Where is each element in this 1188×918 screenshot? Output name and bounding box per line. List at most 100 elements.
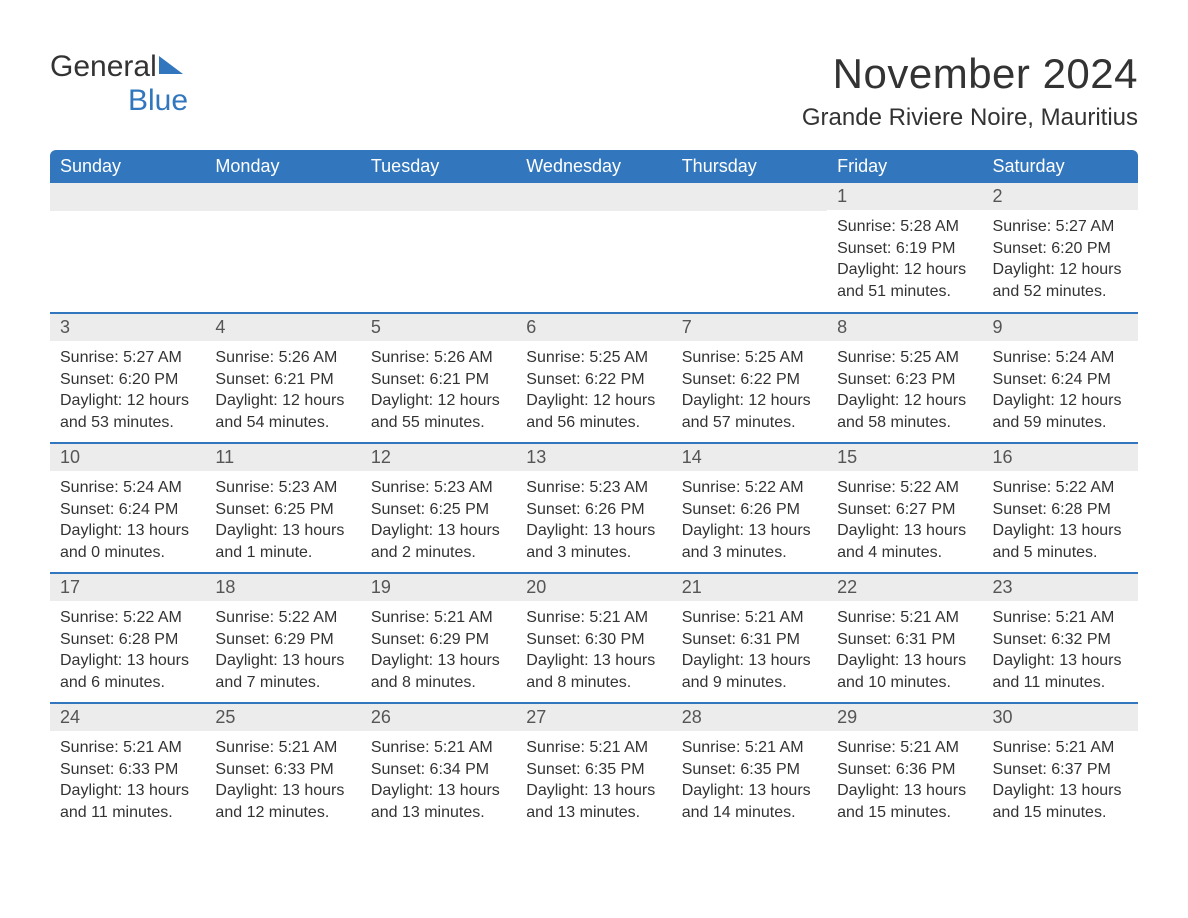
month-title: November 2024 (802, 50, 1138, 98)
daylight-text: Daylight: 13 hours and 14 minutes. (682, 780, 817, 823)
sunset-text: Sunset: 6:26 PM (526, 499, 661, 521)
day-number: 30 (983, 704, 1138, 731)
day-number: 9 (983, 314, 1138, 341)
sunrise-text: Sunrise: 5:25 AM (526, 347, 661, 369)
day-details: Sunrise: 5:24 AMSunset: 6:24 PMDaylight:… (983, 341, 1138, 439)
daylight-text: Daylight: 13 hours and 13 minutes. (526, 780, 661, 823)
sunset-text: Sunset: 6:29 PM (215, 629, 350, 651)
day-number: 16 (983, 444, 1138, 471)
day-number: 12 (361, 444, 516, 471)
day-details: Sunrise: 5:21 AMSunset: 6:30 PMDaylight:… (516, 601, 671, 699)
calendar-day-cell: 11Sunrise: 5:23 AMSunset: 6:25 PMDayligh… (205, 443, 360, 573)
calendar-week-row: 24Sunrise: 5:21 AMSunset: 6:33 PMDayligh… (50, 703, 1138, 833)
sunset-text: Sunset: 6:32 PM (993, 629, 1128, 651)
day-number: 26 (361, 704, 516, 731)
calendar-day-cell: 23Sunrise: 5:21 AMSunset: 6:32 PMDayligh… (983, 573, 1138, 703)
day-details: Sunrise: 5:21 AMSunset: 6:36 PMDaylight:… (827, 731, 982, 829)
sunrise-text: Sunrise: 5:21 AM (526, 607, 661, 629)
sunrise-text: Sunrise: 5:21 AM (837, 737, 972, 759)
calendar-day-cell: 9Sunrise: 5:24 AMSunset: 6:24 PMDaylight… (983, 313, 1138, 443)
calendar-week-row: 17Sunrise: 5:22 AMSunset: 6:28 PMDayligh… (50, 573, 1138, 703)
calendar-day-cell: 24Sunrise: 5:21 AMSunset: 6:33 PMDayligh… (50, 703, 205, 833)
calendar-day-cell: 8Sunrise: 5:25 AMSunset: 6:23 PMDaylight… (827, 313, 982, 443)
calendar-day-cell: 30Sunrise: 5:21 AMSunset: 6:37 PMDayligh… (983, 703, 1138, 833)
brand-part1: General (50, 50, 157, 83)
sunset-text: Sunset: 6:37 PM (993, 759, 1128, 781)
day-number: 17 (50, 574, 205, 601)
day-details: Sunrise: 5:22 AMSunset: 6:28 PMDaylight:… (983, 471, 1138, 569)
calendar-week-row: 3Sunrise: 5:27 AMSunset: 6:20 PMDaylight… (50, 313, 1138, 443)
sunset-text: Sunset: 6:24 PM (993, 369, 1128, 391)
day-number: 23 (983, 574, 1138, 601)
day-number (516, 183, 671, 211)
daylight-text: Daylight: 13 hours and 0 minutes. (60, 520, 195, 563)
day-number: 27 (516, 704, 671, 731)
sunrise-text: Sunrise: 5:21 AM (993, 737, 1128, 759)
daylight-text: Daylight: 13 hours and 12 minutes. (215, 780, 350, 823)
calendar-week-row: 1Sunrise: 5:28 AMSunset: 6:19 PMDaylight… (50, 183, 1138, 313)
sunset-text: Sunset: 6:30 PM (526, 629, 661, 651)
calendar-day-cell: 6Sunrise: 5:25 AMSunset: 6:22 PMDaylight… (516, 313, 671, 443)
day-number (672, 183, 827, 211)
calendar-day-cell: 10Sunrise: 5:24 AMSunset: 6:24 PMDayligh… (50, 443, 205, 573)
sunset-text: Sunset: 6:20 PM (993, 238, 1128, 260)
calendar-day-cell: 20Sunrise: 5:21 AMSunset: 6:30 PMDayligh… (516, 573, 671, 703)
sunrise-text: Sunrise: 5:22 AM (993, 477, 1128, 499)
sunset-text: Sunset: 6:24 PM (60, 499, 195, 521)
sunset-text: Sunset: 6:23 PM (837, 369, 972, 391)
daylight-text: Daylight: 12 hours and 57 minutes. (682, 390, 817, 433)
day-details: Sunrise: 5:21 AMSunset: 6:31 PMDaylight:… (672, 601, 827, 699)
sunrise-text: Sunrise: 5:22 AM (837, 477, 972, 499)
weekday-header: Friday (827, 150, 982, 183)
sunset-text: Sunset: 6:29 PM (371, 629, 506, 651)
sunrise-text: Sunrise: 5:24 AM (993, 347, 1128, 369)
calendar-day-cell: 2Sunrise: 5:27 AMSunset: 6:20 PMDaylight… (983, 183, 1138, 313)
sunset-text: Sunset: 6:26 PM (682, 499, 817, 521)
day-number: 19 (361, 574, 516, 601)
day-details: Sunrise: 5:21 AMSunset: 6:32 PMDaylight:… (983, 601, 1138, 699)
calendar-day-cell: 19Sunrise: 5:21 AMSunset: 6:29 PMDayligh… (361, 573, 516, 703)
sunset-text: Sunset: 6:25 PM (215, 499, 350, 521)
day-details: Sunrise: 5:21 AMSunset: 6:35 PMDaylight:… (516, 731, 671, 829)
day-number (50, 183, 205, 211)
sunrise-text: Sunrise: 5:26 AM (215, 347, 350, 369)
sunset-text: Sunset: 6:35 PM (526, 759, 661, 781)
sunrise-text: Sunrise: 5:23 AM (215, 477, 350, 499)
sunrise-text: Sunrise: 5:23 AM (371, 477, 506, 499)
day-details: Sunrise: 5:22 AMSunset: 6:26 PMDaylight:… (672, 471, 827, 569)
calendar-day-cell: 17Sunrise: 5:22 AMSunset: 6:28 PMDayligh… (50, 573, 205, 703)
sunrise-text: Sunrise: 5:21 AM (371, 737, 506, 759)
calendar-day-cell: 16Sunrise: 5:22 AMSunset: 6:28 PMDayligh… (983, 443, 1138, 573)
daylight-text: Daylight: 13 hours and 15 minutes. (837, 780, 972, 823)
day-number: 20 (516, 574, 671, 601)
sail-icon (159, 56, 183, 74)
day-number: 14 (672, 444, 827, 471)
daylight-text: Daylight: 13 hours and 3 minutes. (682, 520, 817, 563)
day-number: 21 (672, 574, 827, 601)
sunrise-text: Sunrise: 5:21 AM (215, 737, 350, 759)
daylight-text: Daylight: 12 hours and 56 minutes. (526, 390, 661, 433)
daylight-text: Daylight: 13 hours and 13 minutes. (371, 780, 506, 823)
day-details: Sunrise: 5:24 AMSunset: 6:24 PMDaylight:… (50, 471, 205, 569)
sunset-text: Sunset: 6:19 PM (837, 238, 972, 260)
calendar-day-cell (50, 183, 205, 313)
sunset-text: Sunset: 6:27 PM (837, 499, 972, 521)
day-details: Sunrise: 5:28 AMSunset: 6:19 PMDaylight:… (827, 210, 982, 308)
sunset-text: Sunset: 6:31 PM (682, 629, 817, 651)
sunrise-text: Sunrise: 5:25 AM (682, 347, 817, 369)
sunset-text: Sunset: 6:21 PM (215, 369, 350, 391)
sunset-text: Sunset: 6:22 PM (682, 369, 817, 391)
sunrise-text: Sunrise: 5:22 AM (60, 607, 195, 629)
calendar-day-cell: 14Sunrise: 5:22 AMSunset: 6:26 PMDayligh… (672, 443, 827, 573)
calendar-day-cell: 12Sunrise: 5:23 AMSunset: 6:25 PMDayligh… (361, 443, 516, 573)
sunrise-text: Sunrise: 5:27 AM (993, 216, 1128, 238)
day-number: 13 (516, 444, 671, 471)
daylight-text: Daylight: 12 hours and 58 minutes. (837, 390, 972, 433)
sunrise-text: Sunrise: 5:22 AM (682, 477, 817, 499)
day-number: 7 (672, 314, 827, 341)
sunset-text: Sunset: 6:25 PM (371, 499, 506, 521)
day-number: 4 (205, 314, 360, 341)
day-details: Sunrise: 5:21 AMSunset: 6:37 PMDaylight:… (983, 731, 1138, 829)
calendar-day-cell (205, 183, 360, 313)
daylight-text: Daylight: 13 hours and 10 minutes. (837, 650, 972, 693)
